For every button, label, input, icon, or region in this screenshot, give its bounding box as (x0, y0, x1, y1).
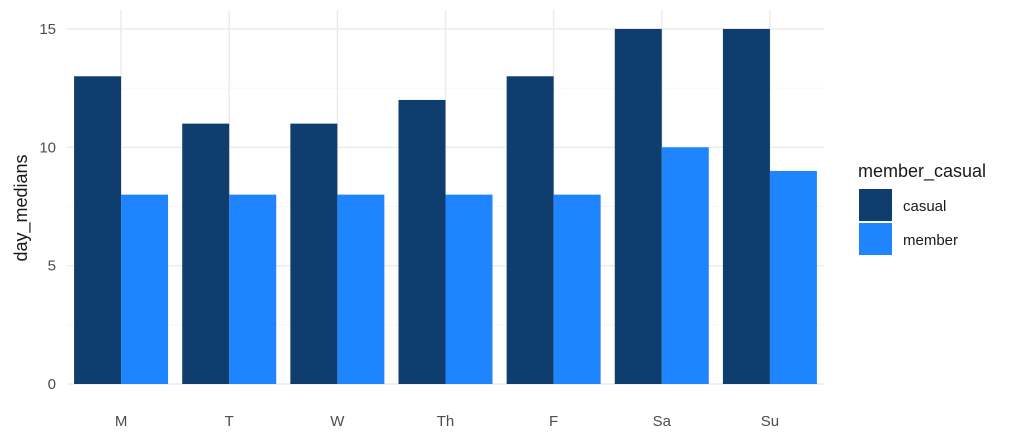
y-tick-label: 15 (39, 21, 56, 38)
y-tick-label: 5 (48, 258, 56, 275)
y-tick-label: 10 (39, 139, 56, 156)
bar-member-T (229, 194, 277, 384)
bar-member-Sa (661, 147, 709, 384)
bar-casual-T (182, 123, 230, 385)
bar-casual-Su (722, 28, 770, 385)
bars (74, 28, 817, 385)
y-axis-ticks: 0 5 10 15 (39, 21, 56, 393)
bar-casual-F (506, 76, 554, 385)
y-axis-title: day_medians (11, 154, 32, 261)
bar-member-Su (769, 170, 817, 384)
bar-member-M (121, 194, 169, 384)
bar-member-W (337, 194, 385, 384)
legend-label-member: member (903, 232, 958, 249)
bar-casual-Th (398, 99, 446, 384)
bar-member-Th (445, 194, 493, 384)
y-tick-label: 0 (48, 376, 56, 393)
x-tick-label: M (115, 413, 128, 430)
bar-member-F (553, 194, 601, 384)
legend: member_casual casual member (858, 161, 986, 255)
x-tick-label: W (330, 413, 345, 430)
x-axis-ticks: M T W Th F Sa Su (115, 413, 779, 430)
x-tick-label: Th (437, 413, 455, 430)
legend-label-casual: casual (903, 198, 946, 215)
legend-key-casual (859, 189, 892, 221)
x-tick-label: Sa (653, 413, 672, 430)
bar-casual-W (290, 123, 338, 385)
x-tick-label: F (549, 413, 558, 430)
bar-casual-M (74, 76, 122, 385)
x-tick-label: T (225, 413, 234, 430)
legend-key-member (859, 223, 892, 255)
legend-title: member_casual (858, 161, 986, 182)
legend-items: casual member (859, 189, 958, 255)
bar-casual-Sa (614, 28, 662, 385)
x-tick-label: Su (761, 413, 779, 430)
